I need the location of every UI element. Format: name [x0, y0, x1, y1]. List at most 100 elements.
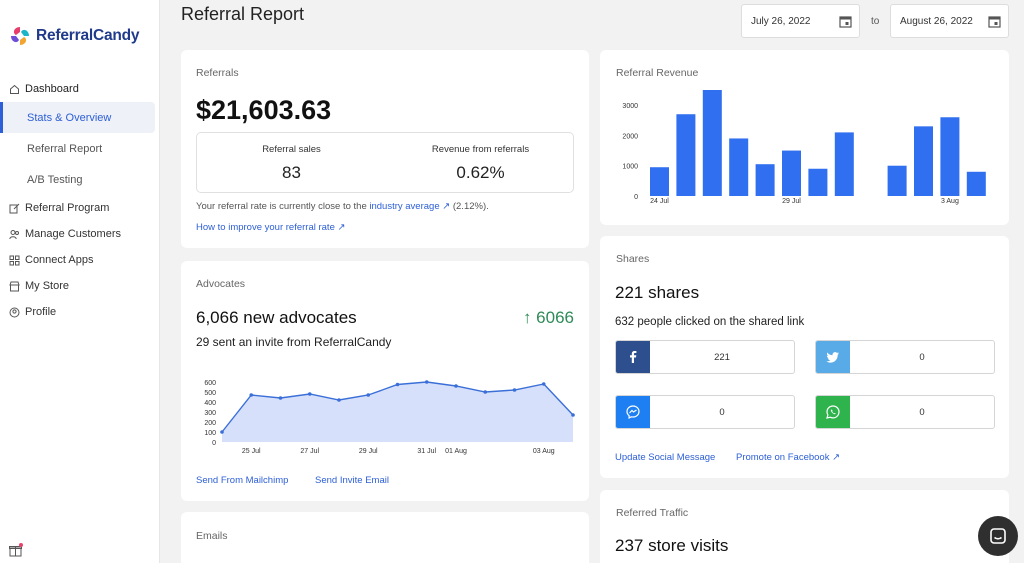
- bar: [834, 132, 854, 196]
- note-suffix: (2.12%).: [452, 201, 489, 212]
- facebook-share-button[interactable]: 221: [615, 340, 795, 374]
- advocates-card: Advocates 6,066 new advocates ↑ 6066 29 …: [181, 261, 589, 501]
- date-range-separator: to: [871, 16, 880, 27]
- sidebar-item-dashboard[interactable]: Dashboard: [0, 76, 160, 102]
- data-point: [220, 430, 224, 434]
- y-tick-label: 300: [204, 410, 216, 417]
- sidebar-subitem-stats-overview[interactable]: Stats & Overview: [0, 102, 155, 133]
- data-point: [366, 393, 371, 397]
- industry-average-link[interactable]: industry average ↗: [369, 201, 451, 212]
- send-from-mailchimp-link[interactable]: Send From Mailchimp: [196, 475, 289, 486]
- app-logo[interactable]: ReferralCandy: [8, 24, 140, 48]
- revenue-from-referrals-stat: Revenue from referrals 0.62%: [386, 133, 575, 183]
- sidebar-item-referral-program[interactable]: Referral Program: [0, 195, 160, 221]
- stat-value: 0.62%: [456, 163, 505, 182]
- y-tick-label: 1000: [622, 164, 638, 171]
- date-to-input[interactable]: August 26, 2022: [890, 4, 1009, 38]
- advocates-count: ↑ 6066: [522, 308, 574, 327]
- update-social-message-link[interactable]: Update Social Message: [615, 452, 716, 463]
- home-icon: [9, 84, 20, 95]
- bar: [676, 114, 696, 196]
- y-tick-label: 2000: [622, 133, 638, 140]
- promote-on-facebook-link[interactable]: Promote on Facebook ↗: [735, 452, 841, 463]
- bar: [729, 138, 749, 196]
- referralcandy-logo-icon: [11, 27, 29, 45]
- x-tick-label: 24 Jul: [650, 198, 669, 205]
- card-label: Referral Revenue: [616, 67, 699, 79]
- card-label: Emails: [196, 530, 228, 542]
- data-point: [454, 384, 458, 388]
- data-point: [424, 380, 429, 384]
- sidebar-item-label: Referral Program: [25, 202, 110, 214]
- emails-card: Emails: [181, 512, 589, 563]
- apps-icon: [9, 255, 20, 266]
- x-tick-label: 27 Jul: [300, 448, 319, 455]
- bar: [650, 167, 669, 196]
- referral-stats-box: Referral sales 83 Revenue from referrals…: [196, 132, 574, 193]
- date-from-input[interactable]: July 26, 2022: [741, 4, 860, 38]
- referral-revenue-amount: $21,603.63: [196, 95, 332, 125]
- sidebar: ReferralCandy Dashboard Stats & Overview…: [0, 0, 160, 563]
- stat-label: Referral sales: [262, 144, 321, 155]
- sidebar-subitem-ab-testing[interactable]: A/B Testing: [27, 173, 83, 186]
- shares-subtitle: 632 people clicked on the shared link: [615, 316, 805, 328]
- note-text: Your referral rate is currently close to…: [196, 201, 367, 212]
- share-count: 221: [714, 351, 730, 363]
- calendar-icon[interactable]: [839, 15, 852, 28]
- data-point: [483, 390, 488, 394]
- edit-icon: [9, 203, 20, 214]
- x-tick-label: 03 Aug: [533, 448, 555, 455]
- twitter-share-button[interactable]: 0: [815, 340, 995, 374]
- bar: [808, 168, 828, 196]
- data-point: [337, 398, 341, 402]
- send-invite-email-link[interactable]: Send Invite Email: [315, 475, 389, 486]
- share-links: Update Social Message Promote on Faceboo…: [615, 452, 858, 463]
- card-label: Advocates: [196, 278, 246, 290]
- improve-referral-rate-link[interactable]: How to improve your referral rate ↗: [196, 222, 346, 233]
- date-to-value: August 26, 2022: [900, 15, 973, 27]
- sidebar-item-manage-customers[interactable]: Manage Customers: [0, 221, 160, 247]
- sidebar-item-my-store[interactable]: My Store: [0, 273, 160, 299]
- calendar-icon[interactable]: [988, 15, 1001, 28]
- advocates-subtitle: 29 sent an invite from ReferralCandy: [196, 335, 392, 349]
- messenger-share-button[interactable]: 0: [615, 395, 795, 429]
- facebook-icon: [616, 341, 650, 373]
- gift-icon[interactable]: [9, 543, 23, 557]
- sidebar-item-profile[interactable]: Profile: [0, 299, 160, 325]
- share-count: 0: [919, 406, 925, 418]
- advocates-area-chart: 600 500 400 300 200 100 0 25 Jul 27 Jul 29 Jul 31 …: [204, 380, 575, 455]
- bar: [887, 165, 907, 196]
- x-tick-label: 25 Jul: [242, 448, 261, 455]
- y-tick-label: 400: [204, 400, 216, 407]
- data-point: [307, 392, 312, 396]
- card-label: Referrals: [196, 67, 239, 79]
- bar: [702, 90, 722, 196]
- x-tick-label: 01 Aug: [445, 448, 467, 455]
- bar: [755, 164, 775, 196]
- x-tick-label: 29 Jul: [359, 448, 378, 455]
- y-tick-label: 0: [212, 440, 216, 447]
- traffic-title: 237 store visits: [615, 536, 729, 555]
- sidebar-item-label: Dashboard: [25, 83, 79, 95]
- chat-button[interactable]: [978, 516, 1018, 556]
- twitter-icon: [816, 341, 850, 373]
- referred-traffic-card: Referred Traffic 237 store visits: [600, 490, 1009, 563]
- referral-rate-note: Your referral rate is currently close to…: [196, 201, 489, 212]
- data-point: [395, 382, 400, 387]
- referral-sales-stat: Referral sales 83: [197, 133, 386, 183]
- share-count: 0: [719, 406, 725, 418]
- sidebar-item-connect-apps[interactable]: Connect Apps: [0, 247, 160, 273]
- bar: [782, 150, 801, 196]
- bar: [914, 126, 933, 196]
- sidebar-subitem-referral-report[interactable]: Referral Report: [27, 142, 103, 155]
- shares-title: 221 shares: [615, 283, 700, 302]
- y-tick-label: 0: [634, 194, 638, 201]
- data-point: [249, 393, 254, 397]
- chat-icon: [990, 528, 1006, 544]
- x-tick-label: 3 Aug: [941, 198, 959, 205]
- sidebar-item-label: Connect Apps: [25, 254, 94, 266]
- whatsapp-share-button[interactable]: 0: [815, 395, 995, 429]
- shares-card: Shares 221 shares 632 people clicked on …: [600, 236, 1009, 478]
- page-title: Referral Report: [181, 4, 305, 24]
- share-count: 0: [919, 351, 925, 363]
